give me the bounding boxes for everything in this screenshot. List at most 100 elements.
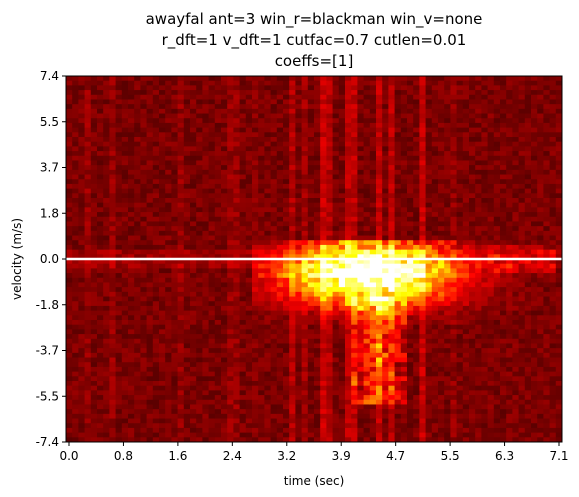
- heatmap-cell: [165, 432, 172, 438]
- heatmap-cell: [407, 413, 414, 420]
- heatmap-cell: [183, 80, 191, 86]
- heatmap-cell: [84, 174, 92, 180]
- heatmap-cell: [289, 395, 296, 401]
- heatmap-cell: [196, 357, 203, 363]
- heatmap-cell: [431, 437, 439, 443]
- heatmap-cell: [394, 188, 402, 194]
- heatmap-cell: [103, 193, 110, 199]
- heatmap-cell: [252, 348, 259, 354]
- heatmap-cell: [90, 310, 98, 316]
- heatmap-cell: [326, 94, 334, 100]
- heatmap-cell: [177, 249, 185, 255]
- heatmap-cell: [400, 202, 408, 208]
- heatmap-cell: [227, 132, 234, 138]
- heatmap-cell: [115, 310, 123, 316]
- heatmap-cell: [438, 390, 445, 396]
- heatmap-cell: [450, 310, 458, 316]
- heatmap-cell: [258, 118, 265, 124]
- heatmap-cell: [97, 118, 104, 124]
- heatmap-cell: [72, 221, 79, 227]
- heatmap-cell: [245, 76, 253, 82]
- heatmap-cell: [152, 338, 160, 344]
- heatmap-cell: [202, 334, 210, 340]
- heatmap-cell: [159, 329, 166, 335]
- heatmap-cell: [345, 357, 352, 363]
- heatmap-cell: [78, 104, 86, 110]
- heatmap-cell: [171, 254, 179, 260]
- heatmap-cell: [202, 151, 210, 157]
- heatmap-cell: [121, 390, 129, 396]
- heatmap-cell: [425, 202, 433, 208]
- heatmap-cell: [152, 320, 160, 326]
- heatmap-cell: [97, 362, 104, 368]
- heatmap-cell: [314, 305, 321, 312]
- heatmap-cell: [376, 357, 383, 363]
- heatmap-cell: [171, 169, 179, 176]
- heatmap-cell: [326, 207, 334, 213]
- heatmap-cell: [159, 137, 166, 143]
- heatmap-cell: [97, 104, 104, 110]
- heatmap-cell: [146, 146, 154, 152]
- heatmap-cell: [146, 348, 154, 354]
- heatmap-cell: [109, 80, 117, 86]
- heatmap-cell: [221, 216, 228, 222]
- heatmap-cell: [245, 160, 253, 166]
- heatmap-cell: [419, 137, 427, 143]
- heatmap-cell: [208, 305, 216, 312]
- heatmap-cell: [314, 259, 321, 265]
- heatmap-cell: [357, 301, 365, 307]
- heatmap-cell: [196, 413, 203, 420]
- heatmap-cell: [357, 240, 365, 246]
- heatmap-cell: [109, 399, 117, 405]
- heatmap-cell: [425, 179, 433, 185]
- heatmap-cell: [431, 315, 439, 321]
- heatmap-cell: [140, 324, 148, 330]
- heatmap-cell: [128, 348, 135, 354]
- heatmap-cell: [233, 94, 241, 100]
- heatmap-cell: [419, 385, 427, 391]
- heatmap-cell: [351, 240, 358, 246]
- heatmap-cell: [109, 179, 117, 185]
- heatmap-cell: [289, 80, 296, 86]
- heatmap-cell: [84, 212, 92, 218]
- heatmap-cell: [190, 409, 197, 415]
- heatmap-cell: [332, 348, 340, 354]
- heatmap-cell: [202, 432, 210, 438]
- heatmap-cell: [97, 437, 104, 443]
- heatmap-cell: [413, 357, 420, 363]
- heatmap-cell: [295, 198, 303, 204]
- heatmap-cell: [146, 259, 154, 265]
- heatmap-cell: [109, 338, 117, 344]
- heatmap-cell: [363, 371, 371, 377]
- heatmap-cell: [431, 376, 439, 382]
- heatmap-cell: [245, 395, 253, 401]
- heatmap-cell: [425, 151, 433, 157]
- heatmap-cell: [239, 179, 247, 185]
- heatmap-cell: [338, 151, 346, 157]
- heatmap-cell: [72, 390, 79, 396]
- heatmap-cell: [84, 310, 92, 316]
- heatmap-cell: [208, 287, 216, 293]
- heatmap-cell: [264, 146, 272, 152]
- heatmap-cell: [66, 348, 73, 354]
- heatmap-cell: [115, 202, 123, 208]
- heatmap-cell: [121, 291, 129, 298]
- heatmap-cell: [320, 395, 327, 401]
- heatmap-cell: [419, 179, 427, 185]
- heatmap-cell: [400, 193, 408, 199]
- heatmap-cell: [276, 282, 284, 288]
- heatmap-cell: [90, 418, 98, 424]
- heatmap-cell: [66, 395, 73, 401]
- heatmap-cell: [363, 151, 371, 157]
- heatmap-cell: [301, 146, 309, 152]
- heatmap-cell: [425, 160, 433, 166]
- heatmap-cell: [66, 282, 73, 288]
- heatmap-cell: [140, 80, 148, 86]
- heatmap-cell: [165, 151, 172, 157]
- heatmap-cell: [270, 76, 278, 82]
- heatmap-cell: [301, 235, 309, 241]
- heatmap-cell: [84, 193, 92, 199]
- heatmap-cell: [252, 127, 259, 133]
- heatmap-cell: [413, 362, 420, 368]
- heatmap-cell: [413, 230, 420, 237]
